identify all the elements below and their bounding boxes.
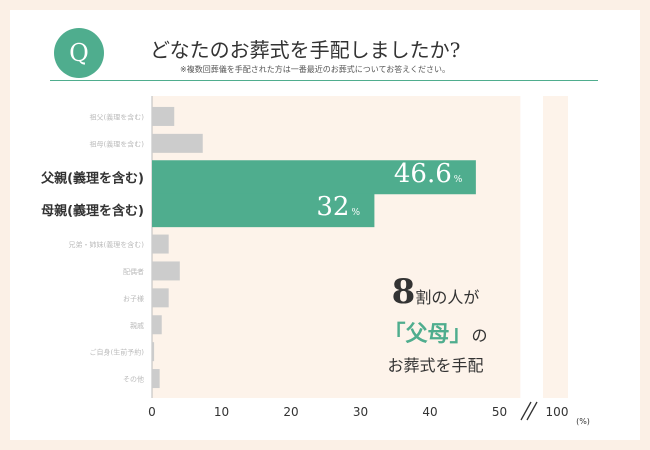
- bar: [152, 193, 375, 228]
- bar: [152, 106, 175, 126]
- category-label: 父親(義理を含む): [40, 170, 144, 186]
- plot-panel-break: [543, 96, 568, 398]
- category-label: その他: [123, 375, 144, 384]
- q-badge: Q: [54, 28, 104, 78]
- category-label: 母親(義理を含む): [41, 203, 144, 219]
- bar: [152, 261, 180, 281]
- x-tick-label: 0: [148, 405, 156, 419]
- value-label-unit: %: [453, 175, 463, 186]
- plot-panel: [152, 96, 521, 398]
- category-label: 祖父(義理を含む): [90, 112, 145, 121]
- bar: [152, 160, 476, 195]
- callout-line2: の: [471, 326, 488, 345]
- category-label: 祖母(義理を含む): [90, 139, 145, 148]
- category-label: 配偶者: [123, 267, 144, 276]
- title-note: ※複数回葬儀を手配された方は一番最近のお葬式についてお答えください。: [180, 65, 450, 74]
- callout: 8割の人が 「父母」の お葬式を手配: [363, 272, 508, 376]
- bar: [152, 234, 169, 254]
- bar: [152, 342, 155, 362]
- category-label: ご自身(生前予約): [90, 348, 145, 357]
- category-label: 兄弟・姉妹(義理を含む): [69, 240, 145, 249]
- callout-line1: 割の人が: [415, 288, 480, 307]
- axis-break-mark: [520, 401, 532, 421]
- value-label-mother: 32%: [316, 192, 360, 222]
- x-tick-label: 30: [353, 405, 368, 419]
- axis-break-mark: [526, 401, 538, 421]
- x-tick-label: 10: [214, 405, 229, 419]
- page-title: どなたのお葬式を手配しましたか?: [150, 38, 461, 62]
- x-tick-label: 20: [283, 405, 298, 419]
- x-tick-label: 100: [546, 405, 569, 419]
- value-label-unit: %: [351, 208, 361, 219]
- bar: [152, 133, 203, 153]
- callout-number: 8: [391, 272, 416, 312]
- value-label-number: 46.6: [393, 159, 452, 190]
- title-divider: [50, 80, 598, 81]
- callout-line3: お葬式を手配: [387, 356, 484, 375]
- bar: [152, 315, 162, 335]
- value-label-father: 46.6%: [394, 159, 462, 189]
- category-label: お子様: [123, 294, 144, 303]
- category-label: 親戚: [130, 321, 144, 330]
- x-tick-label: 50: [492, 405, 507, 419]
- bar: [152, 369, 160, 389]
- callout-highlight: 「父母」: [383, 321, 472, 347]
- value-label-number: 32: [316, 192, 350, 223]
- x-tick-label: 40: [422, 405, 437, 419]
- x-unit-label: (%): [576, 417, 590, 426]
- bar: [152, 288, 169, 308]
